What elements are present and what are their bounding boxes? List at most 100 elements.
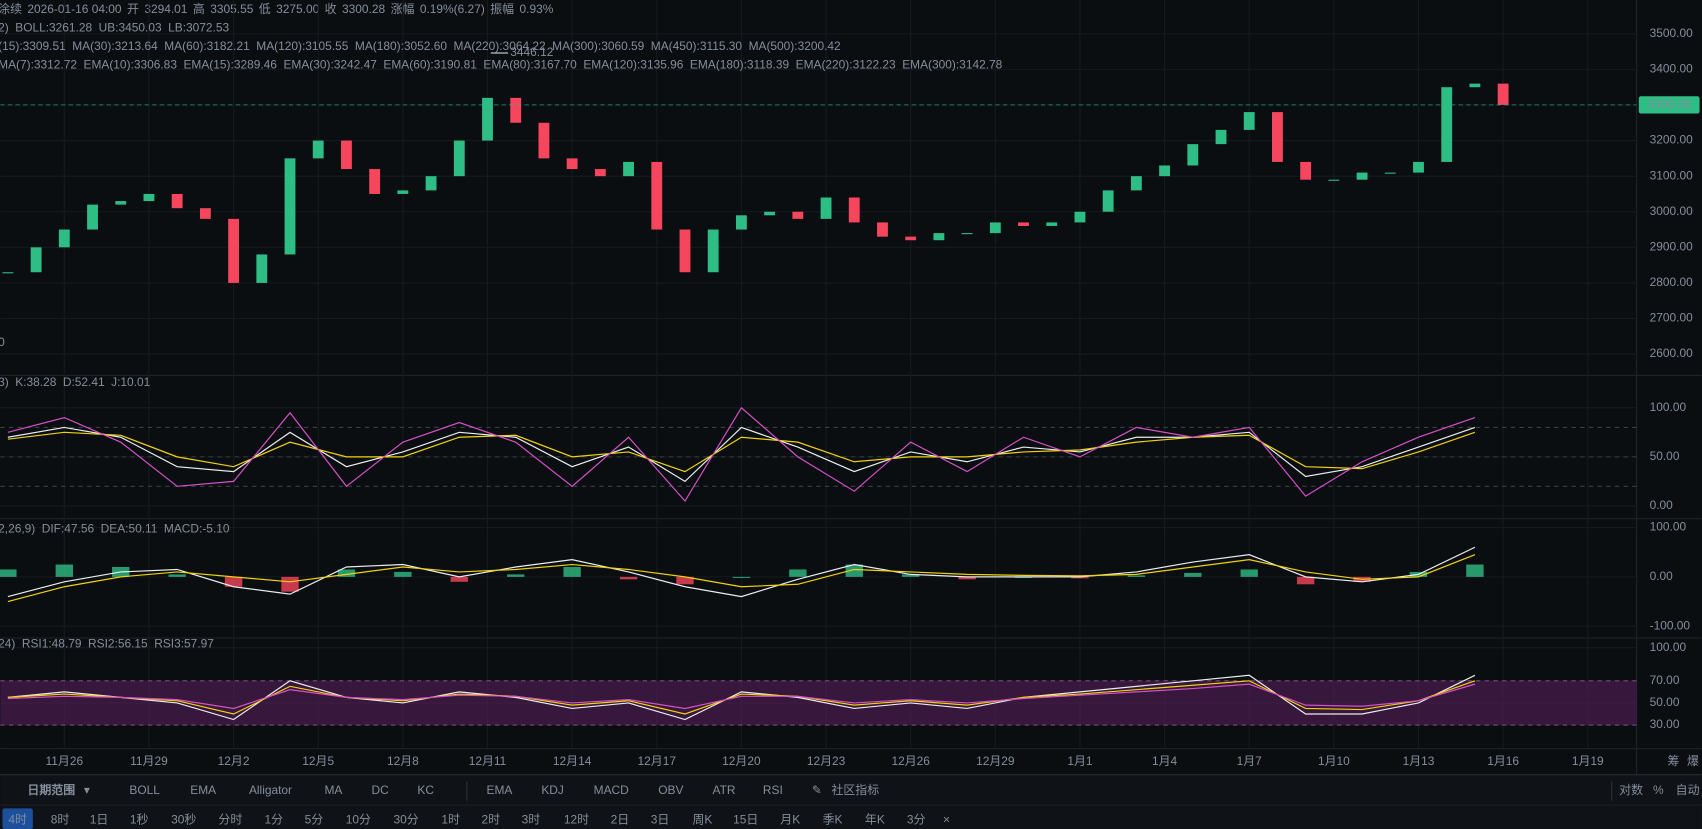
header-open-label: 开 — [127, 2, 139, 16]
header-datetime: 2026-01-16 04:00 — [27, 2, 121, 16]
sub-indicator[interactable]: OBV — [658, 783, 683, 797]
main-indicator[interactable]: BOLL — [129, 783, 160, 797]
main-indicator[interactable]: KC — [417, 783, 434, 797]
dropdown-caret[interactable]: ▾ — [84, 783, 90, 797]
main-indicator[interactable]: EMA — [190, 783, 216, 797]
macd-bar — [281, 577, 298, 592]
interval[interactable]: 3日 — [651, 812, 670, 826]
candle — [933, 233, 944, 240]
interval[interactable]: 5分 — [305, 812, 324, 826]
scale-option[interactable]: % — [1653, 783, 1664, 797]
interval[interactable]: 1分 — [264, 812, 283, 826]
macd-bar — [507, 574, 524, 576]
x-tick-label: 1月4 — [1152, 754, 1178, 768]
candle — [285, 158, 296, 254]
header-close: 3300.28 — [342, 2, 385, 16]
axis-tool[interactable]: 筹 — [1668, 754, 1680, 768]
edit-icon[interactable]: ✎ — [812, 783, 822, 797]
interval[interactable]: 30秒 — [171, 812, 196, 826]
interval[interactable]: 10分 — [346, 812, 371, 826]
legend-item: 24) — [0, 637, 15, 651]
interval[interactable]: 1日 — [90, 812, 109, 826]
candle — [341, 141, 352, 169]
header-amplitude-label: 振幅 — [490, 2, 514, 16]
x-tick-label: 11月29 — [130, 754, 168, 768]
main-indicator[interactable]: DC — [371, 783, 389, 797]
macd-bar — [733, 577, 750, 578]
candle — [1018, 222, 1029, 226]
legend-item: (15):3309.51 — [0, 39, 66, 53]
interval[interactable]: 1秒 — [130, 812, 149, 826]
candle — [1328, 180, 1339, 181]
scale-option[interactable]: 对数 — [1619, 783, 1643, 797]
candle — [651, 162, 662, 230]
interval[interactable]: 年K — [865, 812, 885, 826]
interval[interactable]: 1时 — [441, 812, 460, 826]
interval[interactable]: 2时 — [481, 812, 500, 826]
last-price-label: 3300.28 — [1648, 97, 1691, 111]
legend-item: LB:3072.53 — [168, 20, 229, 34]
legend-item: BOLL:3261.28 — [15, 20, 92, 34]
interval[interactable]: 12时 — [564, 812, 589, 826]
y-tick-label: 3200.00 — [1650, 133, 1693, 147]
interval[interactable]: × — [943, 812, 950, 826]
legend-item: RSI3:57.97 — [154, 637, 214, 651]
sub-indicator[interactable]: MACD — [594, 783, 629, 797]
y-tick-label: -100.00 — [1650, 618, 1691, 632]
candle — [87, 205, 98, 230]
y-tick-label: 3100.00 — [1650, 168, 1693, 182]
candle — [369, 169, 380, 194]
sub-indicator[interactable]: EMA — [487, 783, 513, 797]
legend-item: MA(180):3052.60 — [355, 39, 447, 53]
main-indicator[interactable]: MA — [324, 783, 342, 797]
candle — [1244, 112, 1255, 130]
sub-indicator[interactable]: ATR — [713, 783, 736, 797]
legend-item: MA(300):3060.59 — [552, 39, 644, 53]
x-tick-label: 12月8 — [387, 754, 419, 768]
sub-indicator[interactable]: KDJ — [541, 783, 564, 797]
interval[interactable]: 15日 — [733, 812, 758, 826]
x-tick-label: 1月10 — [1318, 754, 1350, 768]
interval[interactable]: 3时 — [522, 812, 541, 826]
interval[interactable]: 2日 — [611, 812, 630, 826]
candle — [313, 141, 324, 159]
y-tick-label: 3000.00 — [1650, 204, 1693, 218]
y-tick-label: 50.00 — [1650, 449, 1680, 463]
x-tick-label: 1月1 — [1067, 754, 1093, 768]
candle — [454, 141, 465, 177]
candle — [1441, 87, 1452, 162]
main-indicator[interactable]: Alligator — [249, 783, 292, 797]
candle — [1357, 173, 1368, 180]
macd-bar — [168, 574, 185, 576]
header-high: 3305.55 — [210, 2, 253, 16]
interval[interactable]: 周K — [692, 812, 712, 826]
scale-option[interactable]: 自动 — [1676, 783, 1700, 797]
legend-item: EMA(15):3289.46 — [183, 57, 277, 71]
interval[interactable]: 4时 — [8, 812, 27, 826]
x-tick-label: 11月26 — [46, 754, 84, 768]
x-tick-label: 1月13 — [1403, 754, 1435, 768]
date-range[interactable]: 日期范围 — [27, 783, 75, 797]
candle — [144, 194, 155, 201]
interval[interactable]: 3分 — [907, 812, 926, 826]
header-open: 3294.01 — [144, 2, 187, 16]
high-note: 3446.12 — [510, 45, 553, 59]
interval[interactable]: 8时 — [51, 812, 70, 826]
axis-tool[interactable]: 爆 — [1687, 754, 1699, 768]
interval[interactable]: 季K — [823, 812, 843, 826]
candle — [567, 158, 578, 169]
interval[interactable]: 分时 — [218, 812, 242, 826]
legend-item: MA(120):3105.55 — [256, 39, 348, 53]
interval[interactable]: 30分 — [394, 812, 419, 826]
header-close-label: 收 — [325, 2, 337, 16]
macd-bar — [56, 565, 73, 577]
candle — [708, 230, 719, 273]
x-tick-label: 12月11 — [469, 754, 507, 768]
y-tick-label: 2900.00 — [1650, 239, 1693, 253]
candle — [1075, 212, 1086, 223]
legend-item: MA(500):3200.42 — [749, 39, 841, 53]
x-tick-label: 12月5 — [302, 754, 334, 768]
sub-indicator[interactable]: RSI — [763, 783, 783, 797]
interval[interactable]: 月K — [780, 812, 800, 826]
community-indicators[interactable]: 社区指标 — [831, 783, 879, 797]
